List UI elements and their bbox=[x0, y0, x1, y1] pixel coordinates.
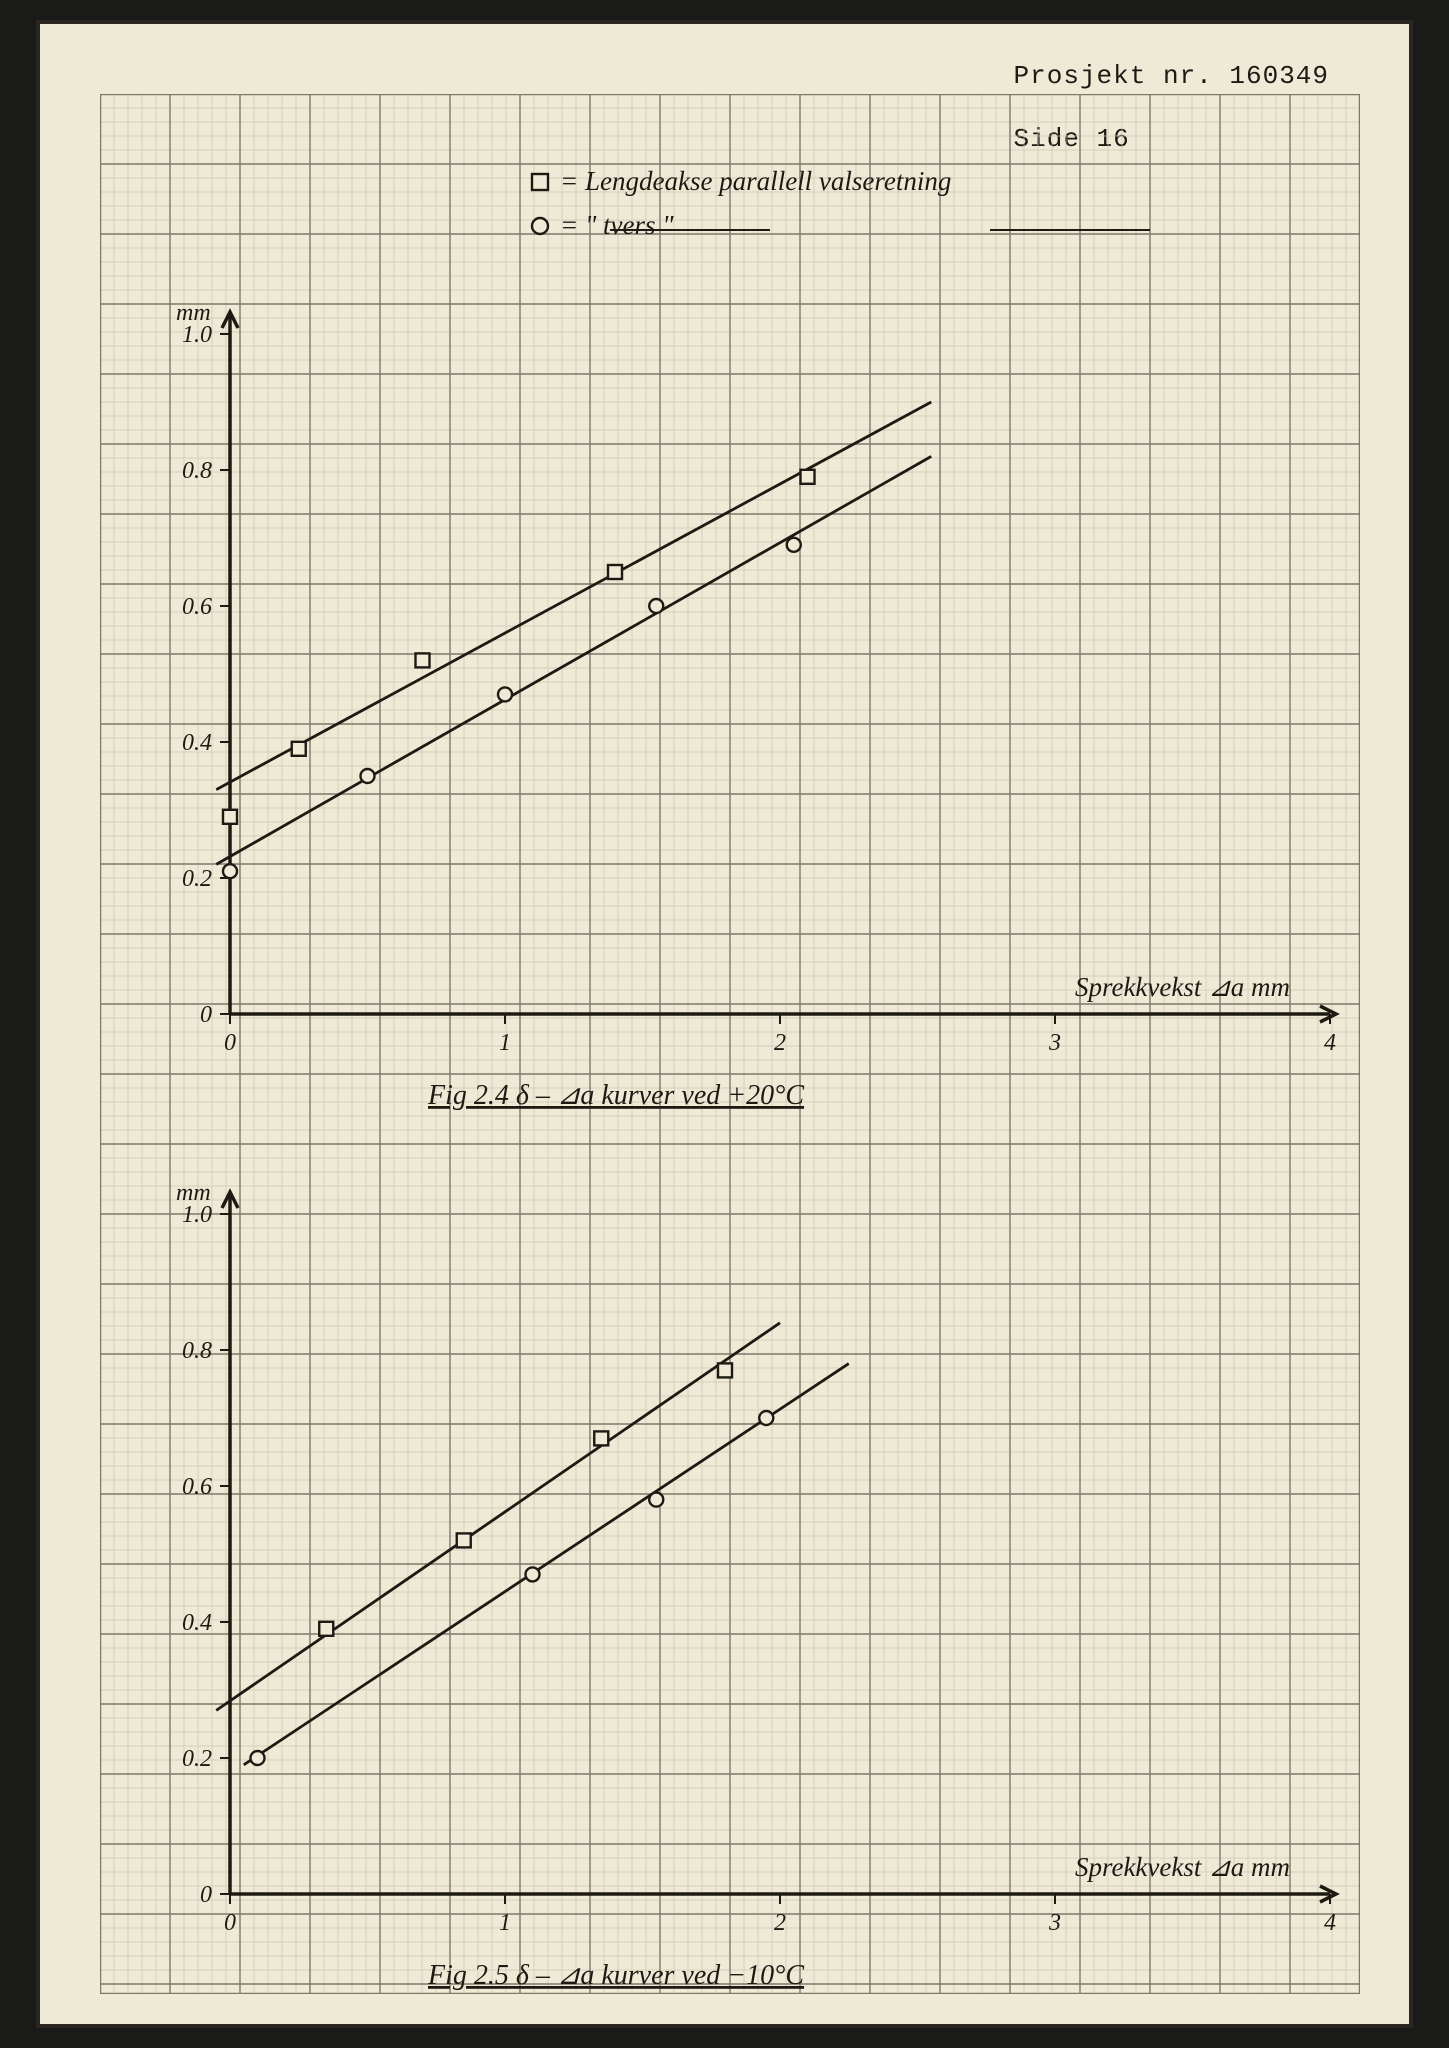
svg-text:1: 1 bbox=[499, 1910, 511, 1936]
svg-text:2: 2 bbox=[774, 1910, 786, 1936]
svg-text:3: 3 bbox=[1048, 1030, 1061, 1056]
svg-text:= Lengdeakse parallell valsere: = Lengdeakse parallell valseretning bbox=[560, 166, 951, 196]
svg-text:2: 2 bbox=[774, 1030, 786, 1056]
svg-text:0: 0 bbox=[200, 1002, 212, 1028]
svg-text:0.6: 0.6 bbox=[182, 594, 212, 620]
fig24: 0123400.20.40.60.81.0δmmSprekkvekst ⊿a m… bbox=[150, 304, 1360, 1144]
legend: = Lengdeakse parallell valseretning = " t… bbox=[530, 164, 1290, 267]
svg-text:0: 0 bbox=[200, 1882, 212, 1908]
svg-text:mm: mm bbox=[176, 304, 211, 326]
svg-text:= " tvers: = " tvers " bbox=[560, 210, 674, 240]
svg-text:Sprekkvekst ⊿a mm: Sprekkvekst ⊿a mm bbox=[1075, 972, 1290, 1002]
svg-text:0.4: 0.4 bbox=[182, 1610, 212, 1636]
svg-text:Fig 2.5 δ – ⊿a kurver ved −1: Fig 2.5 δ – ⊿a kurver ved −10°C bbox=[427, 1960, 804, 1991]
svg-text:0.8: 0.8 bbox=[182, 458, 212, 484]
svg-text:1: 1 bbox=[499, 1030, 511, 1056]
project-number: Prosjekt nr. 160349 bbox=[1014, 61, 1329, 91]
svg-text:4: 4 bbox=[1324, 1910, 1336, 1936]
svg-text:0: 0 bbox=[224, 1910, 236, 1936]
svg-text:4: 4 bbox=[1324, 1030, 1336, 1056]
svg-text:0.2: 0.2 bbox=[182, 1746, 212, 1772]
svg-text:0.2: 0.2 bbox=[182, 866, 212, 892]
svg-text:0.8: 0.8 bbox=[182, 1338, 212, 1364]
svg-text:Sprekkvekst ⊿a mm: Sprekkvekst ⊿a mm bbox=[1075, 1852, 1290, 1882]
svg-text:mm: mm bbox=[176, 1184, 211, 1206]
fig25: 0123400.20.40.60.81.0δmmSprekkvekst ⊿a m… bbox=[150, 1184, 1360, 2024]
scanned-sheet: Prosjekt nr. 160349 Side 16 = Lengdeakse… bbox=[36, 20, 1413, 2028]
svg-text:0.6: 0.6 bbox=[182, 1474, 212, 1500]
svg-text:0.4: 0.4 bbox=[182, 730, 212, 756]
svg-text:Fig 2.4 δ – ⊿a kurver ved +2: Fig 2.4 δ – ⊿a kurver ved +20°C bbox=[427, 1080, 804, 1111]
svg-text:3: 3 bbox=[1048, 1910, 1061, 1936]
svg-text:0: 0 bbox=[224, 1030, 236, 1056]
